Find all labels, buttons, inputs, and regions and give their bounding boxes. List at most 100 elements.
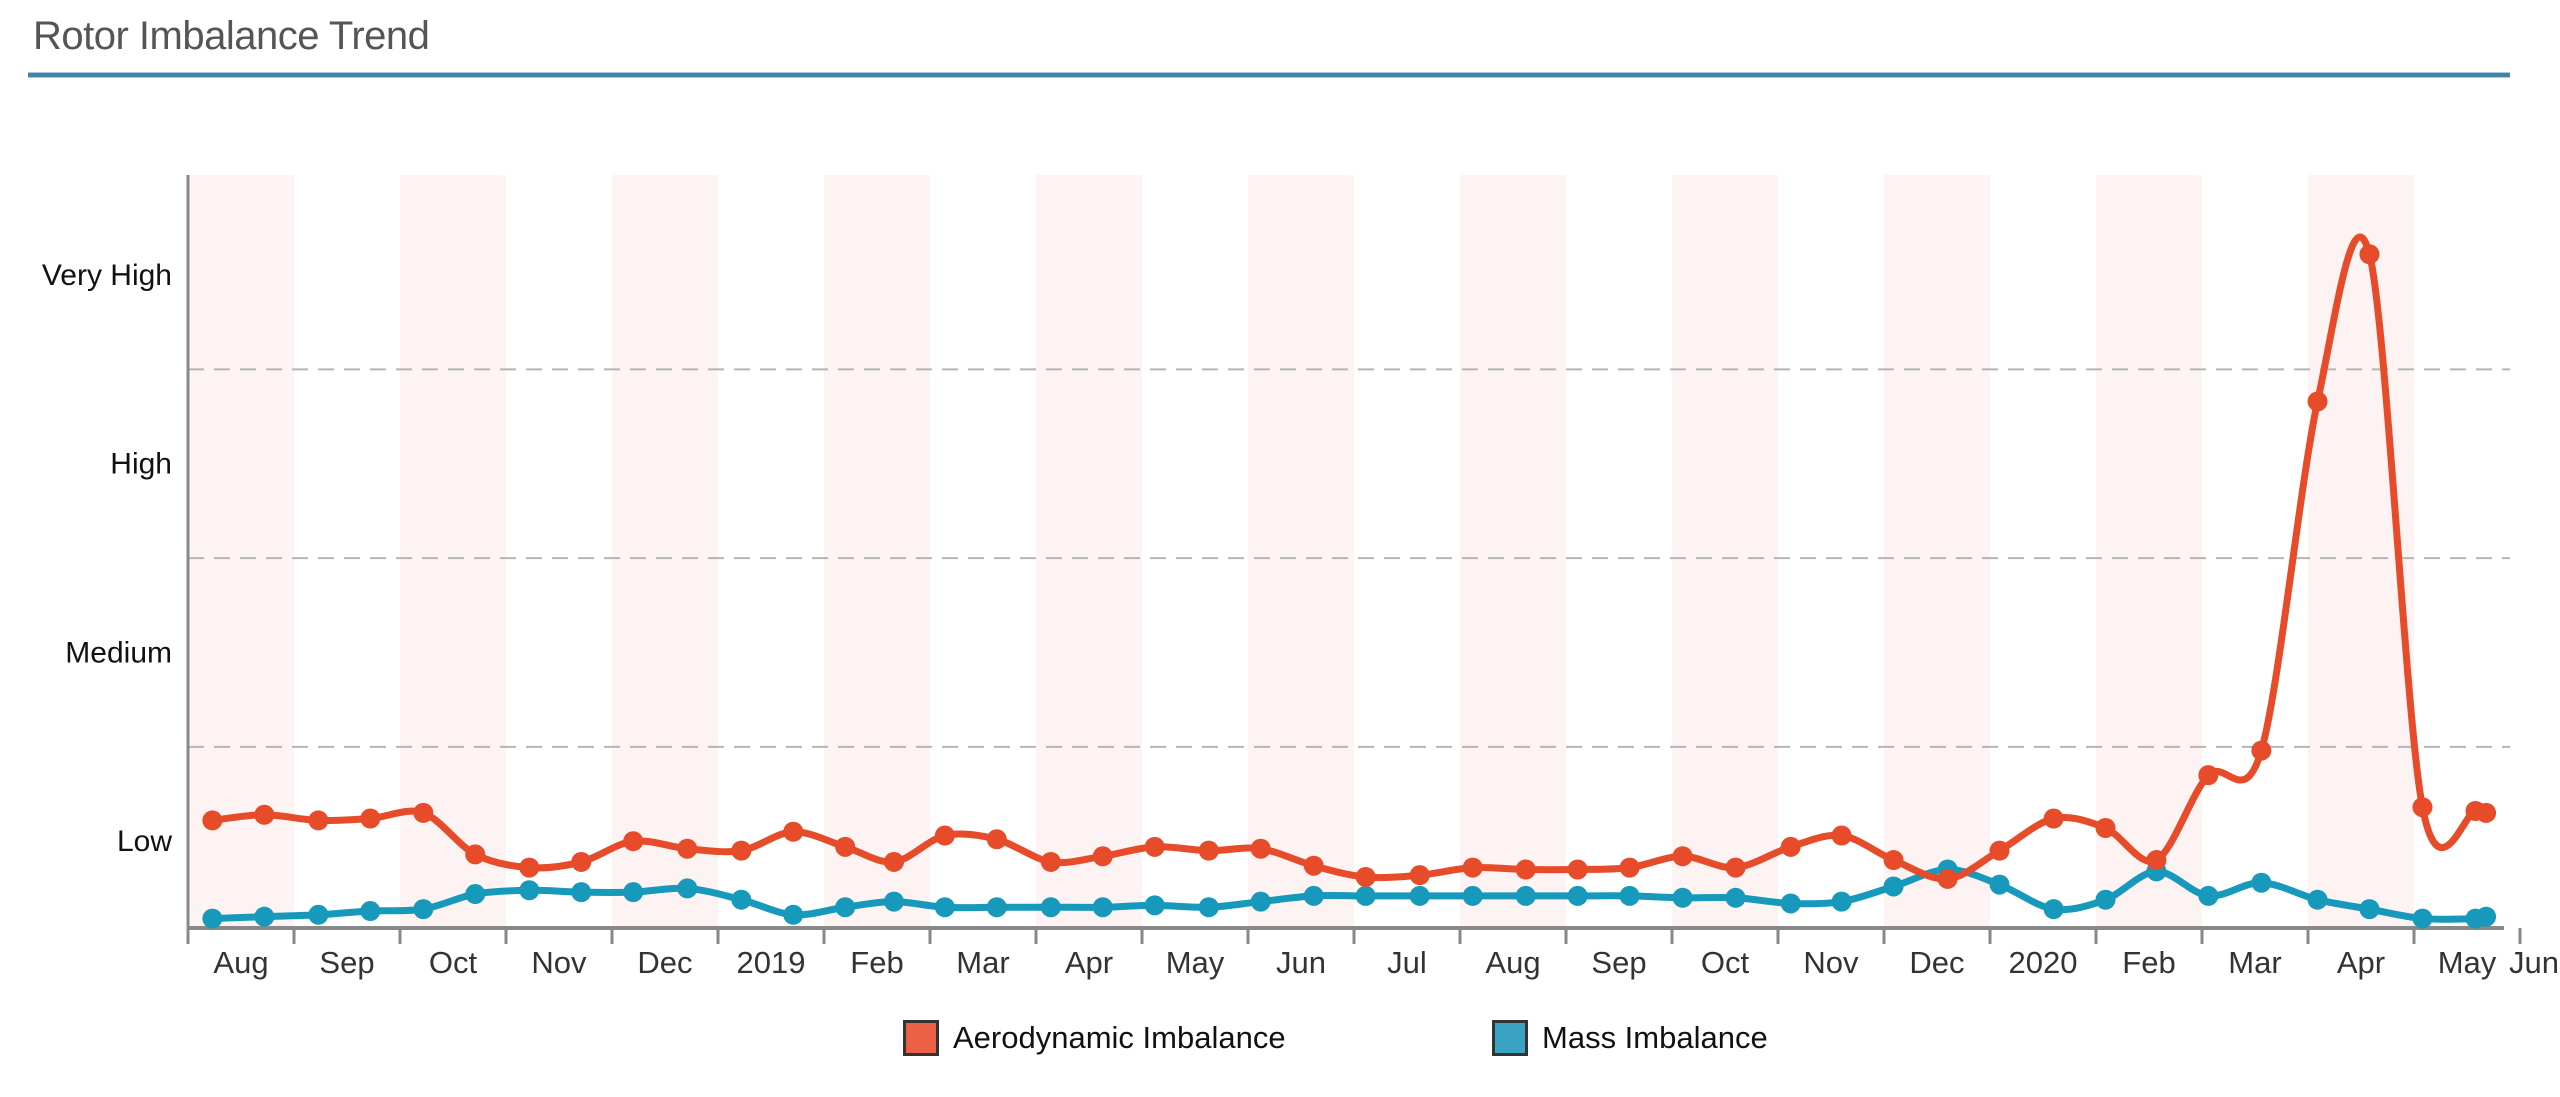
month-band bbox=[612, 175, 718, 928]
month-band bbox=[1036, 175, 1142, 928]
aerodynamic-point bbox=[731, 840, 752, 861]
mass-point bbox=[1619, 885, 1640, 906]
mass-point bbox=[519, 880, 540, 901]
aerodynamic-point bbox=[2095, 817, 2116, 838]
aerodynamic-point bbox=[465, 844, 486, 865]
mass-point bbox=[2476, 906, 2497, 927]
aerodynamic-point bbox=[1725, 857, 1746, 878]
mass-point bbox=[1092, 897, 1113, 918]
x-tick-label: Apr bbox=[2337, 945, 2385, 980]
x-tick-label: Mar bbox=[956, 945, 1009, 980]
y-tick-label: Very High bbox=[42, 259, 172, 292]
x-tick-label: Oct bbox=[429, 945, 478, 980]
mass-point bbox=[883, 891, 904, 912]
y-tick-label: High bbox=[110, 448, 172, 481]
legend-label: Aerodynamic Imbalance bbox=[953, 1020, 1286, 1055]
aerodynamic-swatch-icon bbox=[903, 1020, 939, 1056]
x-tick-label: Feb bbox=[2122, 945, 2175, 980]
legend-item-mass[interactable]: Mass Imbalance bbox=[1492, 1020, 1768, 1056]
mass-point bbox=[2043, 899, 2064, 920]
legend-item-aerodynamic[interactable]: Aerodynamic Imbalance bbox=[903, 1020, 1286, 1056]
line-chart: Low Medium High Very High Aug Sep Oct Nov Dec 20… bbox=[42, 175, 2559, 980]
mass-point bbox=[254, 906, 275, 927]
mass-point bbox=[360, 901, 381, 922]
mass-point bbox=[731, 889, 752, 910]
aerodynamic-point bbox=[1144, 836, 1165, 857]
mass-point bbox=[413, 899, 434, 920]
aerodynamic-point bbox=[2412, 797, 2433, 818]
aerodynamic-point bbox=[1250, 838, 1271, 859]
x-tick-label: Sep bbox=[1591, 945, 1646, 980]
x-tick-label: Apr bbox=[1065, 945, 1113, 980]
mass-point bbox=[1831, 891, 1852, 912]
mass-swatch-icon bbox=[1492, 1020, 1528, 1056]
mass-point bbox=[1515, 885, 1536, 906]
x-tick-label: 2019 bbox=[737, 945, 806, 980]
aerodynamic-point bbox=[1303, 855, 1324, 876]
aerodynamic-point bbox=[1515, 859, 1536, 880]
mass-point bbox=[2307, 889, 2328, 910]
chart-title: Rotor Imbalance Trend bbox=[33, 14, 430, 58]
aerodynamic-point bbox=[1409, 865, 1430, 886]
x-tick-label: Jul bbox=[1387, 945, 1427, 980]
aerodynamic-point bbox=[1937, 868, 1958, 889]
aerodynamic-point bbox=[1567, 859, 1588, 880]
aerodynamic-point bbox=[1780, 836, 1801, 857]
aerodynamic-point bbox=[2476, 802, 2497, 823]
x-tick-label: May bbox=[1166, 945, 1225, 980]
aerodynamic-point bbox=[883, 851, 904, 872]
aerodynamic-point bbox=[1831, 825, 1852, 846]
mass-point bbox=[2198, 885, 2219, 906]
month-band bbox=[1460, 175, 1566, 928]
aerodynamic-point bbox=[254, 804, 275, 825]
x-tick-label: Jun bbox=[1276, 945, 1326, 980]
aerodynamic-point bbox=[677, 838, 698, 859]
aerodynamic-point bbox=[2198, 765, 2219, 786]
mass-point bbox=[1462, 885, 1483, 906]
aerodynamic-point bbox=[202, 810, 223, 831]
aerodynamic-point bbox=[1040, 851, 1061, 872]
mass-point bbox=[1989, 874, 2010, 895]
aerodynamic-point bbox=[519, 857, 540, 878]
aerodynamic-point bbox=[835, 836, 856, 857]
aerodynamic-point bbox=[2359, 244, 2380, 265]
aerodynamic-point bbox=[1198, 840, 1219, 861]
aerodynamic-point bbox=[623, 831, 644, 852]
mass-point bbox=[1780, 893, 1801, 914]
mass-point bbox=[1883, 876, 1904, 897]
x-tick-label: 2020 bbox=[2009, 945, 2078, 980]
mass-point bbox=[1672, 887, 1693, 908]
title-underline bbox=[28, 72, 2510, 78]
gridlines bbox=[188, 368, 2510, 748]
aerodynamic-point bbox=[413, 802, 434, 823]
x-tick-label: Dec bbox=[637, 945, 692, 980]
aerodynamic-point bbox=[2043, 808, 2064, 829]
x-tick-label: Jun bbox=[2509, 945, 2559, 980]
month-band bbox=[1884, 175, 1990, 928]
x-tick-label: Nov bbox=[1803, 945, 1859, 980]
mass-point bbox=[986, 897, 1007, 918]
aerodynamic-point bbox=[1672, 846, 1693, 867]
mass-point bbox=[465, 884, 486, 905]
aerodynamic-point bbox=[1989, 840, 2010, 861]
aerodynamic-point bbox=[1355, 867, 1376, 888]
x-tick-label: Sep bbox=[319, 945, 374, 980]
x-tick-label: Oct bbox=[1701, 945, 1750, 980]
axes bbox=[186, 175, 2522, 944]
mass-point bbox=[1409, 885, 1430, 906]
month-band bbox=[824, 175, 930, 928]
mass-point bbox=[1250, 891, 1271, 912]
aerodynamic-point bbox=[1619, 857, 1640, 878]
x-tick-label: Nov bbox=[531, 945, 587, 980]
month-band bbox=[2096, 175, 2202, 928]
x-axis-labels: Aug Sep Oct Nov Dec 2019 Feb Mar Apr May Jun Jul Aug… bbox=[213, 945, 2559, 980]
mass-point bbox=[677, 878, 698, 899]
mass-point bbox=[934, 897, 955, 918]
y-tick-label: Medium bbox=[65, 636, 172, 669]
aerodynamic-point bbox=[783, 821, 804, 842]
mass-point bbox=[1144, 895, 1165, 916]
mass-point bbox=[1303, 885, 1324, 906]
mass-point bbox=[1567, 885, 1588, 906]
y-axis-labels: Low Medium High Very High bbox=[42, 259, 172, 858]
legend-label: Mass Imbalance bbox=[1542, 1020, 1768, 1055]
